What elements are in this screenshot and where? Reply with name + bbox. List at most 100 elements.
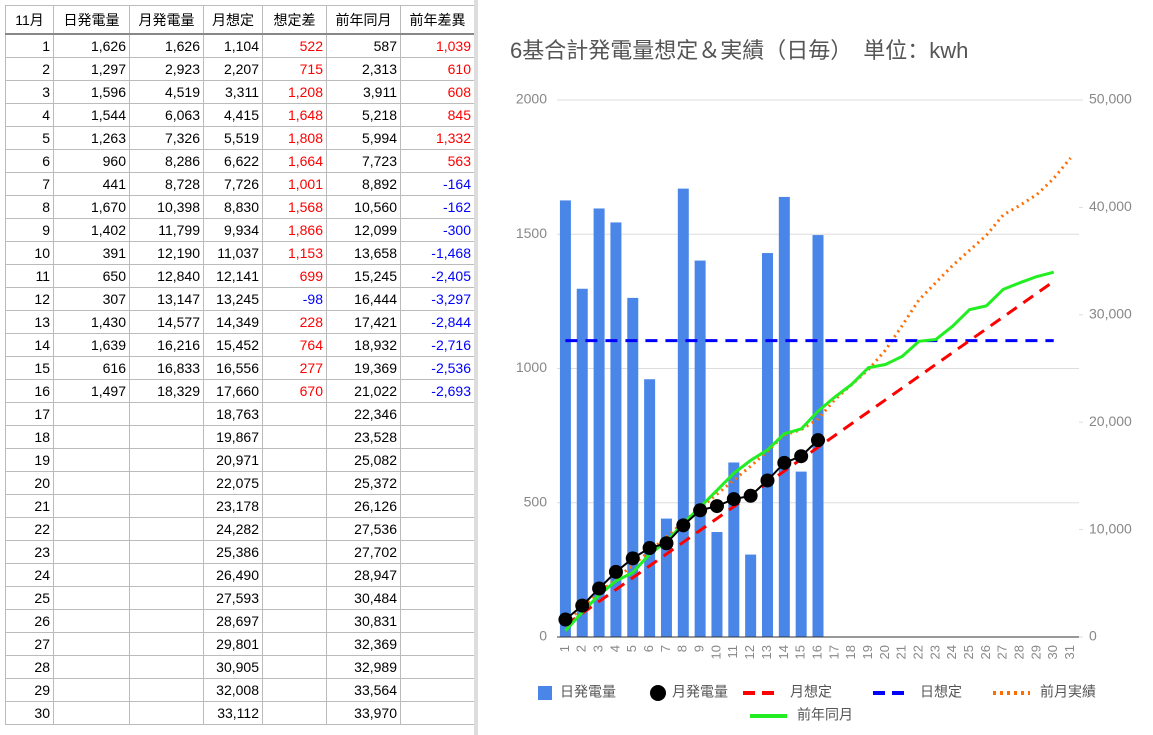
cell[interactable] <box>129 425 204 449</box>
cell[interactable] <box>129 448 204 472</box>
cell[interactable] <box>129 494 204 518</box>
cell[interactable]: 1,332 <box>400 126 475 150</box>
cell[interactable] <box>262 448 327 472</box>
cell[interactable]: 8 <box>5 195 54 219</box>
cell[interactable]: 2,207 <box>203 57 263 81</box>
cell[interactable]: 13,147 <box>129 287 204 311</box>
cell[interactable]: 522 <box>262 33 327 58</box>
cell[interactable]: 22,346 <box>326 402 401 426</box>
cell[interactable]: 1,664 <box>262 149 327 173</box>
cell[interactable] <box>400 540 475 564</box>
cell[interactable]: 608 <box>400 80 475 104</box>
cell[interactable]: 30,905 <box>203 655 263 679</box>
cell[interactable]: -2,536 <box>400 356 475 380</box>
cell[interactable]: 1,626 <box>129 33 204 58</box>
cell[interactable]: 1,402 <box>53 218 130 242</box>
cell[interactable]: 19,867 <box>203 425 263 449</box>
cell[interactable]: -2,844 <box>400 310 475 334</box>
cell[interactable]: 21 <box>5 494 54 518</box>
cell[interactable]: 25,082 <box>326 448 401 472</box>
cell[interactable] <box>400 655 475 679</box>
cell[interactable]: 21,022 <box>326 379 401 403</box>
cell[interactable]: 6 <box>5 149 54 173</box>
cell[interactable]: 4,519 <box>129 80 204 104</box>
cell[interactable] <box>129 701 204 725</box>
cell[interactable] <box>53 517 130 541</box>
cell[interactable] <box>400 609 475 633</box>
cell[interactable]: -162 <box>400 195 475 219</box>
header-cell[interactable]: 月発電量 <box>129 5 204 35</box>
cell[interactable]: 16,444 <box>326 287 401 311</box>
cell[interactable] <box>129 609 204 633</box>
cell[interactable]: 22,075 <box>203 471 263 495</box>
cell[interactable]: 30,831 <box>326 609 401 633</box>
cell[interactable]: 11,037 <box>203 241 263 265</box>
cell[interactable]: 25,386 <box>203 540 263 564</box>
cell[interactable] <box>129 678 204 702</box>
cell[interactable]: 1,263 <box>53 126 130 150</box>
cell[interactable]: 5,218 <box>326 103 401 127</box>
cell[interactable]: 3 <box>5 80 54 104</box>
cell[interactable]: 33,112 <box>203 701 263 725</box>
cell[interactable]: 10 <box>5 241 54 265</box>
cell[interactable] <box>400 586 475 610</box>
cell[interactable]: 10,398 <box>129 195 204 219</box>
cell[interactable] <box>400 701 475 725</box>
cell[interactable]: 22 <box>5 517 54 541</box>
cell[interactable] <box>400 402 475 426</box>
cell[interactable] <box>53 494 130 518</box>
cell[interactable]: 18,329 <box>129 379 204 403</box>
cell[interactable]: -2,405 <box>400 264 475 288</box>
cell[interactable]: 13,245 <box>203 287 263 311</box>
cell[interactable]: 23,178 <box>203 494 263 518</box>
cell[interactable]: 1,626 <box>53 33 130 58</box>
cell[interactable]: 1,104 <box>203 33 263 58</box>
cell[interactable] <box>53 471 130 495</box>
cell[interactable] <box>262 678 327 702</box>
cell[interactable]: 563 <box>400 149 475 173</box>
cell[interactable] <box>400 517 475 541</box>
cell[interactable] <box>262 655 327 679</box>
cell[interactable]: 24,282 <box>203 517 263 541</box>
cell[interactable] <box>262 609 327 633</box>
cell[interactable]: 15,245 <box>326 264 401 288</box>
cell[interactable]: 1,808 <box>262 126 327 150</box>
cell[interactable]: 14,577 <box>129 310 204 334</box>
cell[interactable]: -2,693 <box>400 379 475 403</box>
cell[interactable]: 23 <box>5 540 54 564</box>
cell[interactable] <box>129 517 204 541</box>
cell[interactable]: 4 <box>5 103 54 127</box>
cell[interactable] <box>53 540 130 564</box>
cell[interactable]: 28,947 <box>326 563 401 587</box>
cell[interactable]: 2 <box>5 57 54 81</box>
cell[interactable]: 1,430 <box>53 310 130 334</box>
cell[interactable]: 17 <box>5 402 54 426</box>
cell[interactable]: 616 <box>53 356 130 380</box>
cell[interactable] <box>53 425 130 449</box>
cell[interactable]: 1,670 <box>53 195 130 219</box>
cell[interactable] <box>53 402 130 426</box>
cell[interactable]: -3,297 <box>400 287 475 311</box>
cell[interactable]: -300 <box>400 218 475 242</box>
cell[interactable] <box>400 632 475 656</box>
cell[interactable]: 29,801 <box>203 632 263 656</box>
cell[interactable]: 845 <box>400 103 475 127</box>
cell[interactable]: 5,519 <box>203 126 263 150</box>
cell[interactable] <box>400 678 475 702</box>
cell[interactable]: 1,208 <box>262 80 327 104</box>
cell[interactable]: 4,415 <box>203 103 263 127</box>
cell[interactable] <box>53 563 130 587</box>
cell[interactable]: 15,452 <box>203 333 263 357</box>
cell[interactable]: 1,596 <box>53 80 130 104</box>
cell[interactable]: 441 <box>53 172 130 196</box>
cell[interactable] <box>262 402 327 426</box>
cell[interactable]: 11,799 <box>129 218 204 242</box>
cell[interactable]: 9,934 <box>203 218 263 242</box>
cell[interactable]: 1,648 <box>262 103 327 127</box>
cell[interactable]: 12,190 <box>129 241 204 265</box>
cell[interactable]: 12 <box>5 287 54 311</box>
cell[interactable] <box>129 402 204 426</box>
cell[interactable]: 1,639 <box>53 333 130 357</box>
cell[interactable]: 19,369 <box>326 356 401 380</box>
header-cell[interactable]: 日発電量 <box>53 5 130 35</box>
